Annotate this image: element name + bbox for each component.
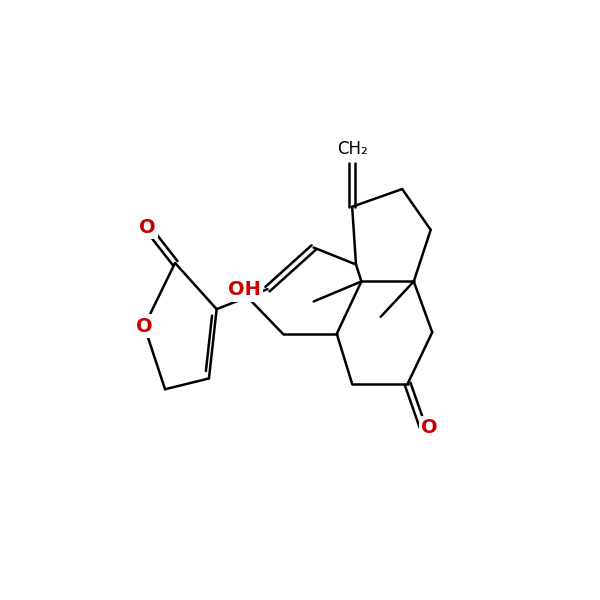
Text: OH: OH: [228, 280, 261, 299]
Text: O: O: [139, 218, 155, 237]
Text: CH₂: CH₂: [337, 140, 368, 158]
Text: O: O: [136, 317, 152, 335]
Text: O: O: [421, 418, 437, 437]
